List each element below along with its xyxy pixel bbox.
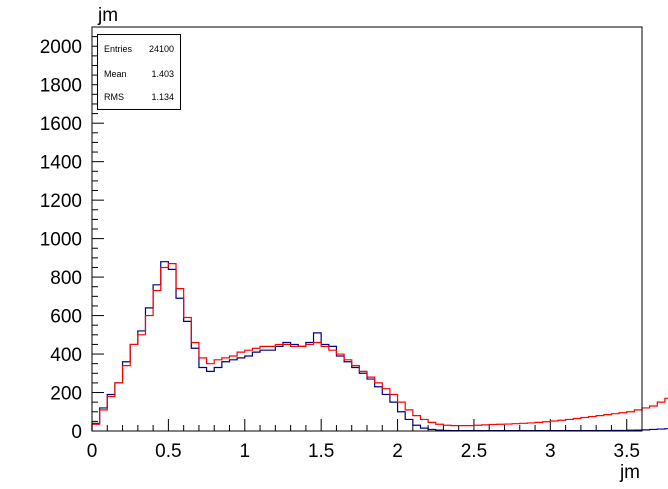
x-axis-label: jm: [619, 462, 640, 483]
y-tick-label: 1800: [40, 76, 82, 97]
y-tick-label: 0: [71, 422, 82, 443]
x-tick-label: 2.5: [461, 441, 487, 462]
stats-entries-value: 24100: [148, 44, 174, 54]
histogram-line-0: [91, 261, 668, 432]
y-tick-label: 1000: [40, 230, 82, 251]
plot-frame: [91, 26, 643, 432]
histogram-series: [91, 261, 668, 432]
tick-labels: 0 0.5 1 1.5 2 2.5 3 3.5 0 200 400 600 800 1000 1200 140…: [40, 37, 640, 462]
chart-title: jm: [98, 5, 119, 26]
x-tick-label: 2: [392, 441, 403, 462]
stats-mean-value: 1.403: [151, 69, 174, 79]
y-tick-label: 400: [50, 345, 82, 366]
stats-entries-row: Entries 24100: [104, 44, 174, 56]
stats-mean-label: Mean: [104, 69, 127, 79]
x-tick-label: 0: [87, 441, 98, 462]
stats-rms-value: 1.134: [151, 92, 174, 102]
y-tick-label: 800: [50, 268, 82, 289]
stats-mean-row: Mean 1.403: [104, 69, 174, 81]
y-tick-label: 2000: [40, 37, 82, 58]
y-tick-label: 1600: [40, 114, 82, 135]
y-tick-label: 600: [50, 307, 82, 328]
y-tick-label: 1200: [40, 191, 82, 212]
y-tick-label: 200: [50, 384, 82, 405]
x-tick-label: 1.5: [308, 441, 334, 462]
y-tick-label: 1400: [40, 153, 82, 174]
stats-rms-row: RMS 1.134: [104, 92, 174, 104]
x-tick-label: 1: [239, 441, 250, 462]
histogram-line-1: [91, 263, 668, 431]
x-tick-label: 3.5: [614, 441, 640, 462]
stats-box: Entries 24100 Mean 1.403 RMS 1.134: [97, 34, 181, 110]
x-tick-label: 0.5: [155, 441, 181, 462]
x-tick-label: 3: [545, 441, 556, 462]
stats-entries-label: Entries: [104, 44, 133, 54]
stats-rms-label: RMS: [104, 92, 124, 102]
